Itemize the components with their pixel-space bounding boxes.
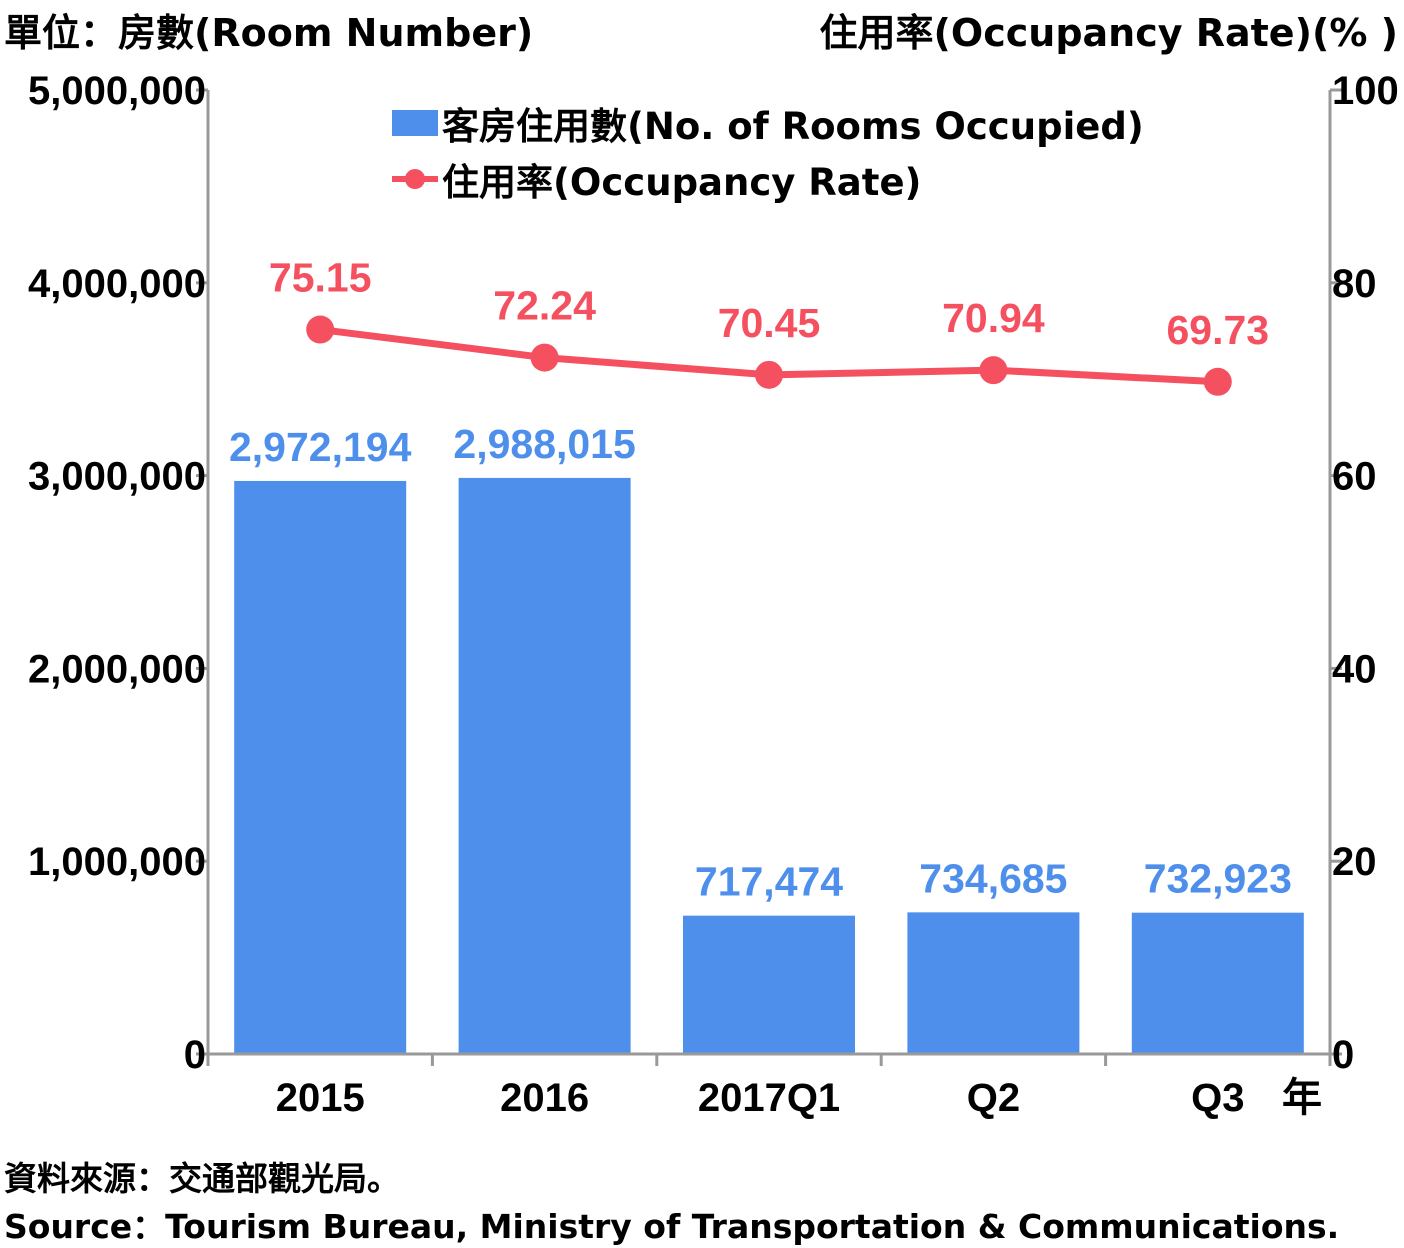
legend-line-swatch [392, 169, 438, 189]
occupancy-point-2016 [530, 343, 559, 372]
occupancy-point-Q2 [979, 356, 1008, 385]
left-tick-label: 2,000,000 [28, 647, 206, 691]
bar-2015 [234, 480, 407, 1054]
legend-item-rooms-occupied: 客房住用數(No. of Rooms Occupied) [392, 96, 1144, 150]
occupancy-point-Q3 [1203, 367, 1232, 396]
bar-value-label: 2,972,194 [229, 424, 412, 470]
bar-2017Q1 [683, 915, 855, 1054]
right-tick-label: 20 [1332, 840, 1377, 884]
legend-line-label: 住用率(Occupancy Rate) [442, 161, 922, 204]
source-note-zh: 資料來源：交通部觀光局。 [4, 1159, 400, 1198]
right-tick-label: 0 [1332, 1033, 1354, 1077]
occupancy-value-label: 69.73 [1166, 307, 1269, 353]
category-label: Q3 [1191, 1076, 1244, 1120]
bar-Q3 [1131, 912, 1304, 1054]
x-axis-unit-label: 年 [1282, 1075, 1322, 1121]
left-tick-label: 1,000,000 [28, 840, 206, 884]
occupancy-value-label: 70.45 [718, 300, 821, 346]
left-tick-label: 3,000,000 [28, 455, 206, 499]
right-axis-unit-label: 住用率(Occupancy Rate)(% ) [819, 11, 1398, 55]
legend-bar-label: 客房住用數(No. of Rooms Occupied) [442, 105, 1144, 148]
legend-bar-swatch [392, 110, 438, 136]
left-tick-label: 0 [184, 1033, 206, 1077]
source-note-en: Source：Tourism Bureau, Ministry of Trans… [4, 1207, 1340, 1246]
bar-2016 [458, 477, 631, 1054]
occupancy-value-label: 70.94 [942, 295, 1045, 341]
right-tick-label: 80 [1332, 262, 1377, 306]
bar-value-label: 734,685 [919, 855, 1067, 901]
bar-value-label: 717,474 [695, 859, 843, 905]
category-label: 2015 [276, 1076, 365, 1120]
bar-value-label: 732,923 [1144, 856, 1292, 902]
bar-value-label: 2,988,015 [453, 421, 635, 467]
legend-item-occupancy-rate: 住用率(Occupancy Rate) [392, 152, 921, 206]
right-tick-label: 40 [1332, 647, 1377, 691]
left-axis-unit-label: 單位：房數(Room Number) [4, 11, 534, 55]
occupancy-value-label: 75.15 [269, 255, 372, 301]
occupancy-point-2015 [306, 315, 335, 344]
bar-Q2 [907, 912, 1080, 1054]
category-label: Q2 [967, 1076, 1020, 1120]
occupancy-point-2017Q1 [755, 360, 783, 389]
right-tick-label: 60 [1332, 455, 1377, 499]
right-tick-label: 100 [1332, 69, 1399, 113]
left-tick-label: 5,000,000 [28, 69, 206, 113]
category-label: 2017Q1 [698, 1076, 840, 1120]
occupancy-value-label: 72.24 [493, 283, 596, 329]
category-label: 2016 [500, 1076, 589, 1120]
left-tick-label: 4,000,000 [28, 262, 206, 306]
